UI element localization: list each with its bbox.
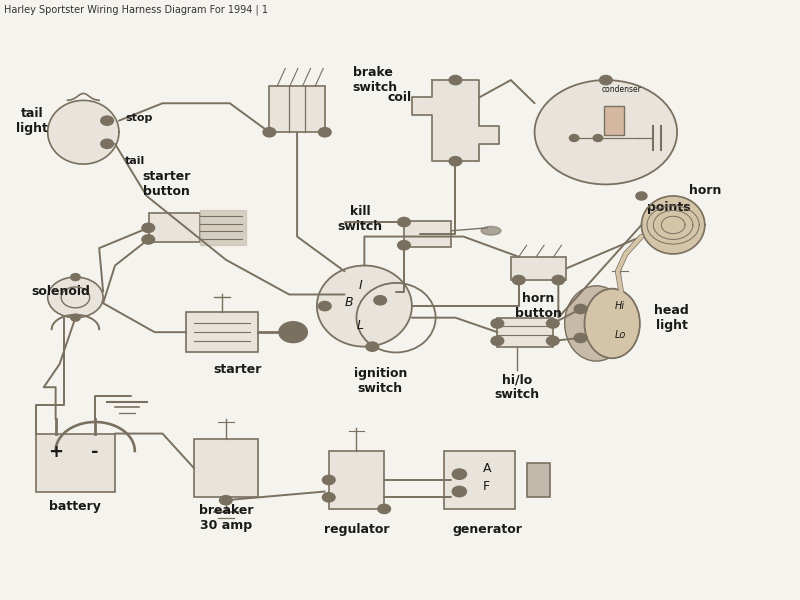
Circle shape bbox=[318, 301, 331, 311]
Circle shape bbox=[491, 336, 504, 346]
Circle shape bbox=[219, 496, 232, 505]
Circle shape bbox=[452, 487, 466, 497]
Circle shape bbox=[263, 128, 276, 137]
Text: coil: coil bbox=[388, 91, 412, 104]
Circle shape bbox=[398, 241, 410, 250]
Circle shape bbox=[374, 296, 386, 305]
Circle shape bbox=[279, 322, 307, 343]
Text: regulator: regulator bbox=[324, 523, 390, 536]
FancyBboxPatch shape bbox=[194, 439, 258, 497]
Text: Hi: Hi bbox=[615, 301, 625, 311]
Text: tail: tail bbox=[125, 156, 145, 166]
Circle shape bbox=[366, 342, 378, 351]
Circle shape bbox=[101, 116, 114, 125]
Circle shape bbox=[546, 319, 559, 328]
Text: solenoid: solenoid bbox=[32, 285, 90, 298]
Text: stop: stop bbox=[125, 113, 153, 123]
Circle shape bbox=[142, 235, 154, 244]
Ellipse shape bbox=[317, 266, 412, 347]
Text: L: L bbox=[357, 319, 364, 332]
FancyBboxPatch shape bbox=[511, 257, 566, 280]
Text: A: A bbox=[483, 463, 492, 475]
FancyBboxPatch shape bbox=[270, 86, 325, 132]
Circle shape bbox=[70, 314, 80, 321]
Circle shape bbox=[593, 134, 602, 142]
Circle shape bbox=[322, 493, 335, 502]
FancyBboxPatch shape bbox=[329, 451, 384, 509]
Text: starter
button: starter button bbox=[142, 170, 190, 199]
Circle shape bbox=[574, 334, 587, 343]
Polygon shape bbox=[201, 211, 246, 245]
Text: condenser: condenser bbox=[602, 85, 642, 94]
Text: I: I bbox=[358, 278, 362, 292]
Circle shape bbox=[449, 76, 462, 85]
Text: horn: horn bbox=[689, 184, 721, 197]
Text: brake
switch: brake switch bbox=[353, 66, 398, 94]
FancyBboxPatch shape bbox=[443, 451, 514, 509]
Text: Harley Sportster Wiring Harness Diagram For 1994 | 1: Harley Sportster Wiring Harness Diagram … bbox=[4, 4, 268, 14]
Circle shape bbox=[101, 139, 114, 148]
Text: hi/lo
switch: hi/lo switch bbox=[494, 373, 540, 401]
Circle shape bbox=[70, 274, 80, 281]
FancyBboxPatch shape bbox=[498, 317, 553, 347]
Ellipse shape bbox=[481, 226, 501, 235]
Circle shape bbox=[636, 192, 647, 200]
Circle shape bbox=[574, 304, 587, 314]
Circle shape bbox=[322, 475, 335, 485]
Circle shape bbox=[534, 80, 677, 184]
Ellipse shape bbox=[565, 286, 628, 361]
Text: starter: starter bbox=[214, 364, 262, 376]
Circle shape bbox=[449, 157, 462, 166]
FancyBboxPatch shape bbox=[526, 463, 550, 497]
Circle shape bbox=[48, 277, 103, 317]
FancyBboxPatch shape bbox=[186, 312, 258, 352]
Text: generator: generator bbox=[452, 523, 522, 536]
Circle shape bbox=[570, 134, 579, 142]
FancyBboxPatch shape bbox=[36, 434, 115, 491]
Text: -: - bbox=[91, 443, 99, 461]
Circle shape bbox=[398, 217, 410, 227]
Text: points: points bbox=[647, 201, 691, 214]
Polygon shape bbox=[48, 100, 119, 164]
FancyBboxPatch shape bbox=[404, 221, 451, 247]
Circle shape bbox=[142, 223, 154, 232]
Ellipse shape bbox=[585, 289, 640, 358]
Text: F: F bbox=[483, 481, 490, 493]
Polygon shape bbox=[412, 80, 499, 161]
Circle shape bbox=[552, 275, 565, 284]
Text: Lo: Lo bbox=[614, 330, 626, 340]
Text: ignition
switch: ignition switch bbox=[354, 367, 407, 395]
Text: tail
light: tail light bbox=[16, 107, 48, 134]
Text: +: + bbox=[48, 443, 63, 461]
FancyBboxPatch shape bbox=[604, 106, 624, 135]
Text: breaker
30 amp: breaker 30 amp bbox=[198, 503, 253, 532]
FancyBboxPatch shape bbox=[149, 214, 200, 242]
Circle shape bbox=[491, 319, 504, 328]
Circle shape bbox=[599, 76, 612, 85]
Text: kill
switch: kill switch bbox=[338, 205, 383, 233]
Circle shape bbox=[513, 275, 525, 284]
Circle shape bbox=[546, 336, 559, 346]
Text: B: B bbox=[344, 296, 353, 309]
Text: head
light: head light bbox=[654, 304, 689, 332]
Polygon shape bbox=[642, 196, 705, 254]
Circle shape bbox=[318, 128, 331, 137]
Text: battery: battery bbox=[50, 500, 102, 512]
Circle shape bbox=[452, 469, 466, 479]
Text: horn
button: horn button bbox=[515, 292, 562, 320]
Circle shape bbox=[378, 504, 390, 514]
